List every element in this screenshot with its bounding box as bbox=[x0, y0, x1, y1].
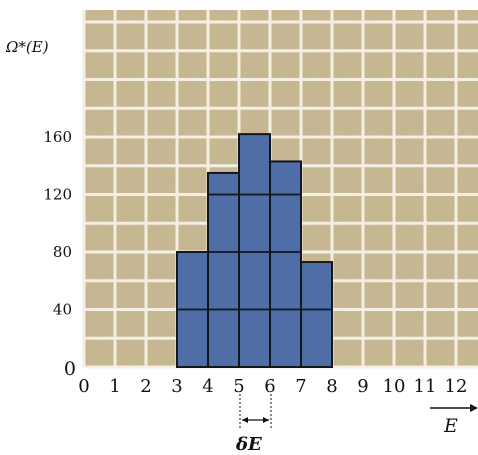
histogram-bar bbox=[238, 133, 271, 368]
y-tick-label: 120 bbox=[43, 186, 72, 204]
x-tick-label: 1 bbox=[109, 376, 120, 397]
x-tick-label: 7 bbox=[295, 376, 306, 397]
x-tick-label: 6 bbox=[264, 376, 275, 397]
y-tick-label: 80 bbox=[53, 243, 72, 261]
y-tick-label: 0 bbox=[64, 358, 76, 380]
y-tick-label: 40 bbox=[53, 301, 72, 319]
x-tick-label: 11 bbox=[414, 376, 437, 397]
x-axis-arrowhead bbox=[470, 404, 478, 412]
x-tick-label: 2 bbox=[140, 376, 151, 397]
x-tick-label: 3 bbox=[171, 376, 182, 397]
x-axis-label: E bbox=[443, 415, 458, 437]
y-tick-label: 160 bbox=[43, 128, 72, 146]
delta-e-marker bbox=[239, 394, 272, 428]
x-tick-label: 4 bbox=[202, 376, 213, 397]
bars bbox=[176, 133, 333, 368]
histogram-bar bbox=[207, 171, 240, 368]
x-tick-label: 10 bbox=[383, 376, 406, 397]
x-tick-label: 0 bbox=[78, 376, 89, 397]
x-tick-label: 8 bbox=[326, 376, 337, 397]
histogram-bar bbox=[269, 160, 302, 368]
x-tick-label: 12 bbox=[445, 376, 468, 397]
delta-e-label: δE bbox=[235, 434, 262, 455]
x-tick-label: 9 bbox=[357, 376, 368, 397]
x-tick-label: 5 bbox=[233, 376, 244, 397]
histogram-bar bbox=[300, 261, 333, 368]
y-tick-labels: 0 40 80 120 160 bbox=[43, 128, 76, 380]
x-tick-labels: 0 1 2 3 4 5 6 7 8 9 10 11 12 bbox=[78, 376, 467, 397]
y-axis-label: Ω*(E) bbox=[5, 38, 49, 56]
